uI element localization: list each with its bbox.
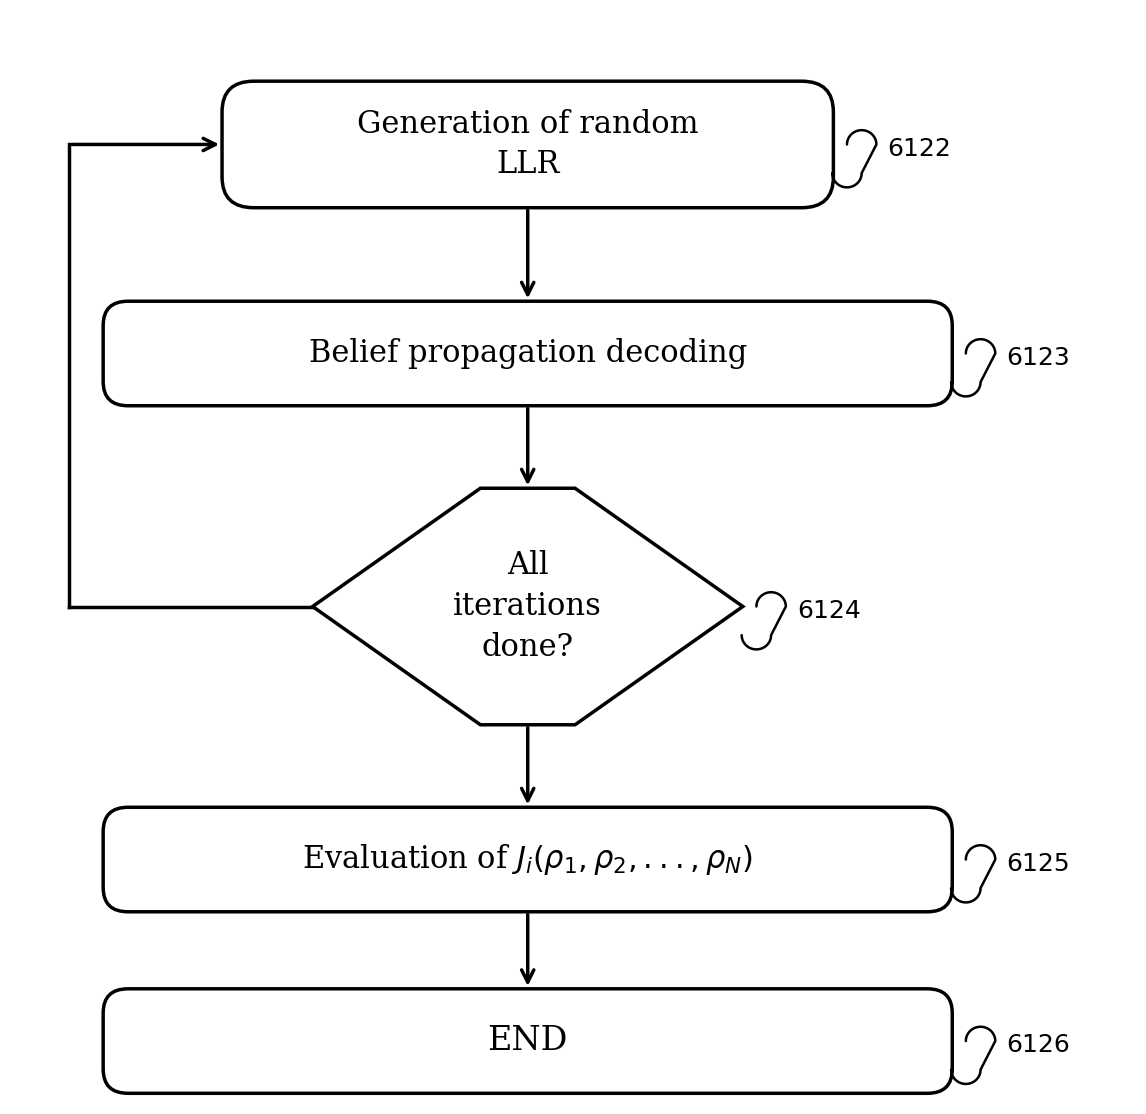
Text: Evaluation of $\mathit{J}_i(\rho_1, \rho_2, ..., \rho_N)$: Evaluation of $\mathit{J}_i(\rho_1, \rho…	[303, 842, 753, 877]
Text: Belief propagation decoding: Belief propagation decoding	[308, 338, 747, 369]
Text: All
iterations
done?: All iterations done?	[454, 550, 602, 663]
FancyBboxPatch shape	[103, 808, 952, 911]
Text: 6123: 6123	[1006, 345, 1070, 370]
Text: 6122: 6122	[888, 137, 951, 160]
Text: Generation of random
LLR: Generation of random LLR	[356, 109, 699, 180]
FancyBboxPatch shape	[222, 81, 833, 207]
Polygon shape	[313, 488, 743, 725]
FancyBboxPatch shape	[103, 989, 952, 1093]
FancyBboxPatch shape	[103, 301, 952, 405]
Text: 6126: 6126	[1006, 1034, 1070, 1057]
Text: 6124: 6124	[798, 599, 861, 623]
Text: END: END	[487, 1025, 568, 1057]
Text: 6125: 6125	[1006, 852, 1070, 876]
